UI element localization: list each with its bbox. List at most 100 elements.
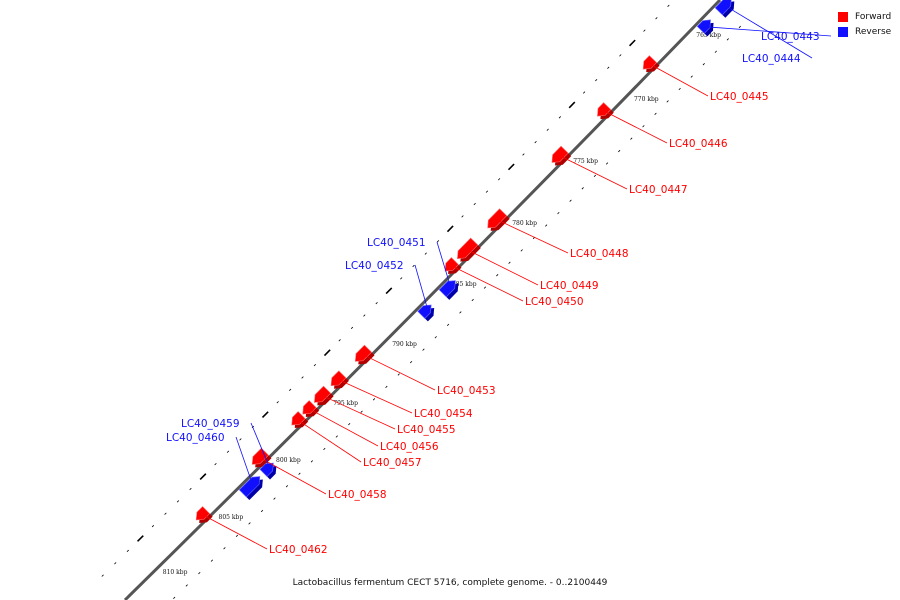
gene-LC40_0460[interactable] <box>238 476 263 500</box>
gene-label[interactable]: LC40_0454 <box>414 408 473 420</box>
gene-leader-line <box>463 247 539 286</box>
gene-LC40_0445[interactable] <box>642 55 660 73</box>
gene-LC40_0447[interactable] <box>551 145 572 166</box>
scale-label: 765 kbp <box>696 32 721 39</box>
gene-arrow <box>251 447 269 465</box>
scale-tick <box>508 261 511 264</box>
gene-LC40_0456[interactable] <box>302 400 320 417</box>
gene-label[interactable]: LC40_0455 <box>397 424 456 436</box>
gene-label[interactable]: LC40_0450 <box>525 296 584 308</box>
gene-label[interactable]: LC40_0457 <box>363 457 422 469</box>
scale-tick <box>714 50 717 53</box>
gene-LC40_0444[interactable] <box>714 0 735 18</box>
legend-reverse: Reverse <box>838 24 891 39</box>
gene-label[interactable]: LC40_0453 <box>437 385 496 397</box>
gene-LC40_0451[interactable] <box>438 280 459 300</box>
scale-tick <box>618 149 621 153</box>
gene-leader-line <box>645 61 709 97</box>
gene-leader-line <box>436 241 452 290</box>
scale-tick <box>385 287 393 295</box>
gene-arrow <box>291 411 306 426</box>
gene-label[interactable]: LC40_0459 <box>181 418 240 430</box>
gene-label[interactable]: LC40_0458 <box>328 489 387 501</box>
scale-tick <box>738 25 741 29</box>
scale-label: 810 kbp <box>163 569 188 576</box>
genome-backbone <box>123 0 722 600</box>
scale-tick <box>702 63 705 66</box>
gene-label[interactable]: LC40_0456 <box>380 441 439 453</box>
scale-tick <box>335 435 338 438</box>
scale-tick <box>363 314 366 317</box>
gene-label[interactable]: LC40_0462 <box>269 544 328 556</box>
scale-tick <box>409 360 413 364</box>
scale-tick <box>534 140 537 144</box>
gene-leader-line <box>256 455 327 495</box>
scale-tick <box>372 398 376 401</box>
scale-tick <box>424 252 427 255</box>
gene-LC40_0452[interactable] <box>417 304 435 322</box>
gene-arrow <box>259 462 274 477</box>
legend-forward-label: Forward <box>855 11 892 22</box>
gene-LC40_0455[interactable] <box>314 385 334 406</box>
gene-LC40_0462[interactable] <box>195 506 213 523</box>
gene-label[interactable]: LC40_0444 <box>742 53 801 65</box>
scale-tick <box>338 339 341 342</box>
gene-label[interactable]: LC40_0452 <box>345 260 404 272</box>
scale-tick <box>348 423 351 426</box>
scale-tick <box>323 447 326 451</box>
gene-arrow <box>487 208 508 229</box>
gene-leader-line <box>305 406 379 447</box>
gene-label[interactable]: LC40_0449 <box>540 280 599 292</box>
gene-label[interactable]: LC40_0447 <box>629 184 688 196</box>
scale-tick <box>496 274 499 277</box>
legend-reverse-label: Reverse <box>855 26 892 37</box>
gene-label[interactable]: LC40_0445 <box>710 91 769 103</box>
scale-tick <box>459 311 462 314</box>
scale-tick <box>176 500 180 503</box>
scale-tick <box>226 450 230 453</box>
gene-leader-line <box>447 263 524 302</box>
gene-leader-line <box>726 6 813 59</box>
scale-tick <box>173 596 176 600</box>
scale-tick <box>285 485 289 488</box>
gene-label[interactable]: LC40_0451 <box>367 237 426 249</box>
scale-tick <box>655 17 658 20</box>
gene-label[interactable]: LC40_0443 <box>761 31 820 43</box>
scale-tick <box>223 547 226 550</box>
gene-LC40_0450[interactable] <box>444 257 462 275</box>
scale-tick <box>630 137 633 140</box>
scale-tick <box>323 349 331 357</box>
scale-tick <box>582 91 586 94</box>
scale-tick <box>260 509 264 513</box>
gene-LC40_0449[interactable] <box>457 237 481 262</box>
scale-label: 770 kbp <box>634 96 659 103</box>
gene-leader-line <box>599 108 668 144</box>
gene-LC40_0443[interactable] <box>696 19 714 37</box>
gene-label[interactable]: LC40_0460 <box>166 432 225 444</box>
legend: Forward Reverse <box>838 9 891 39</box>
gene-label[interactable]: LC40_0448 <box>570 248 629 260</box>
gene-LC40_0454[interactable] <box>330 370 349 389</box>
scale-tick <box>642 125 645 128</box>
scale-tick <box>114 562 117 565</box>
scale-tick <box>520 249 523 252</box>
scale-tick <box>189 487 192 491</box>
scale-labels: 765 kbp 770 kbp 775 kbp 780 kbp 785 kbp 790 k… <box>163 32 721 576</box>
scale-tick <box>485 190 489 193</box>
gene-label[interactable]: LC40_0446 <box>669 138 728 150</box>
scale-tick <box>522 153 525 156</box>
gene-LC40_0448[interactable] <box>487 208 510 231</box>
scale-tick <box>276 401 279 404</box>
legend-forward: Forward <box>838 9 891 24</box>
scale-tick <box>360 410 363 413</box>
gene-LC40_0453[interactable] <box>354 344 375 365</box>
forward-swatch <box>838 11 848 22</box>
gene-leader-line <box>555 153 628 190</box>
gene-LC40_0446[interactable] <box>597 102 614 120</box>
scale-tick <box>446 225 454 233</box>
scale-tick <box>214 463 217 466</box>
gene-leader-line <box>198 512 268 550</box>
gene-LC40_0459[interactable] <box>259 462 277 480</box>
scale-tick <box>164 512 167 515</box>
